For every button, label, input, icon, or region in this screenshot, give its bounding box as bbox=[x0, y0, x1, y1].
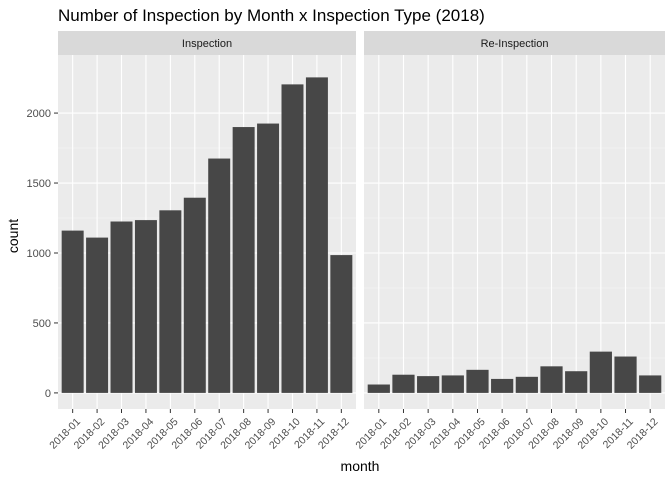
y-axis-title: count bbox=[5, 219, 21, 253]
bar bbox=[491, 378, 514, 393]
facet-panel: Inspection2018-012018-022018-032018-0420… bbox=[47, 31, 356, 452]
bar bbox=[159, 210, 182, 393]
bar bbox=[257, 123, 280, 393]
bar bbox=[134, 220, 157, 393]
bar bbox=[330, 255, 353, 393]
y-tick-label: 1500 bbox=[27, 178, 51, 190]
bar bbox=[639, 375, 662, 393]
bar bbox=[392, 374, 415, 393]
bar bbox=[208, 158, 231, 393]
bar bbox=[565, 371, 588, 393]
bar bbox=[281, 84, 304, 393]
chart-title: Number of Inspection by Month x Inspecti… bbox=[58, 6, 485, 25]
x-axis-title: month bbox=[341, 458, 380, 474]
bar bbox=[367, 384, 390, 393]
bar bbox=[589, 351, 612, 393]
bar bbox=[305, 77, 328, 393]
y-axis: 0 500 1000 1500 2000 bbox=[27, 108, 58, 400]
facet-strip-label: Inspection bbox=[182, 38, 232, 50]
bar bbox=[417, 376, 440, 393]
bar bbox=[515, 376, 538, 393]
y-tick-label: 0 bbox=[45, 388, 51, 400]
y-tick-label: 1000 bbox=[27, 248, 51, 260]
y-tick-label: 2000 bbox=[27, 108, 51, 120]
bar bbox=[232, 127, 255, 393]
bar bbox=[183, 197, 206, 393]
bar bbox=[61, 230, 84, 393]
panel-background bbox=[364, 55, 665, 409]
bar bbox=[441, 375, 464, 393]
y-tick-label: 500 bbox=[33, 318, 51, 330]
bar bbox=[110, 221, 133, 393]
bar bbox=[614, 356, 637, 393]
facet-panel: Re-Inspection2018-012018-022018-032018-0… bbox=[353, 31, 665, 452]
bar bbox=[540, 366, 563, 393]
facet-strip-label: Re-Inspection bbox=[481, 38, 549, 50]
bar bbox=[86, 237, 109, 393]
facet-strip bbox=[364, 31, 665, 55]
facet-strip bbox=[58, 31, 356, 55]
bar bbox=[466, 369, 489, 393]
